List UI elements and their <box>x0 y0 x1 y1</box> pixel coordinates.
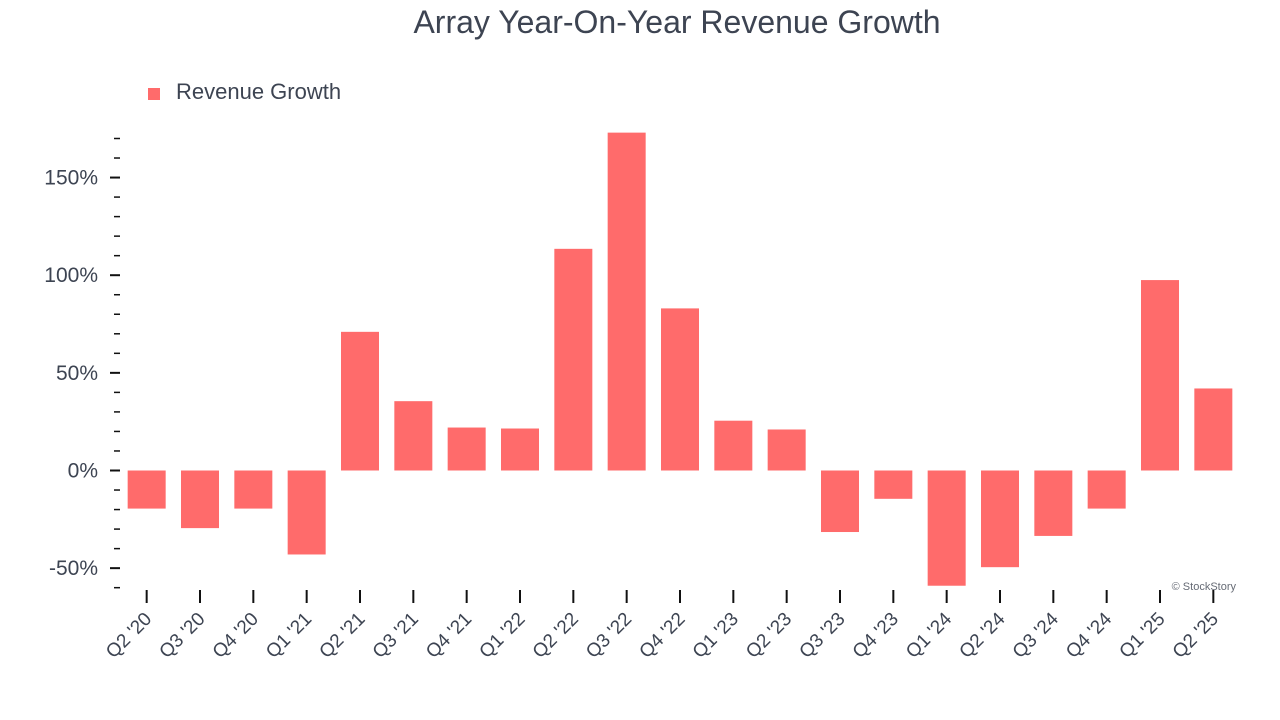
bar <box>607 132 646 471</box>
chart-title: Array Year-On-Year Revenue Growth <box>413 4 940 40</box>
bar <box>181 470 219 529</box>
x-tick-label: Q4 '20 <box>209 609 263 663</box>
x-tick-label: Q4 '22 <box>636 609 690 663</box>
bar <box>1034 470 1073 536</box>
x-tick-label: Q3 '22 <box>582 609 636 663</box>
y-tick-label: 100% <box>44 264 98 287</box>
x-tick-label: Q1 '21 <box>262 609 316 663</box>
x-tick-label: Q3 '23 <box>796 609 850 663</box>
x-tick-label: Q2 '22 <box>529 609 583 663</box>
x-tick-label: Q2 '20 <box>102 609 156 663</box>
bar <box>927 470 966 586</box>
y-tick-label: -50% <box>49 557 98 580</box>
x-tick-label: Q1 '25 <box>1116 609 1170 663</box>
bar <box>1087 470 1126 509</box>
bar <box>234 470 273 509</box>
legend-label: Revenue Growth <box>176 79 341 104</box>
x-tick-label: Q3 '21 <box>369 609 423 663</box>
bar <box>1141 280 1179 471</box>
x-tick-label: Q2 '23 <box>742 609 796 663</box>
bar <box>394 401 433 471</box>
x-axis: Q2 '20 Q3 '20 Q4 '20 Q1 '21 Q2 '21 Q3 '21 Q4 '… <box>102 590 1223 663</box>
bar <box>501 428 539 471</box>
y-axis: -50% 0% 50% 100% 150% <box>44 137 120 589</box>
bar <box>874 470 913 499</box>
bar <box>821 470 859 533</box>
y-tick-label: 50% <box>56 362 98 385</box>
legend-swatch <box>148 88 160 100</box>
watermark: © StockStory <box>1172 581 1237 593</box>
bar <box>767 429 806 471</box>
x-tick-label: Q1 '22 <box>476 609 530 663</box>
bars <box>127 132 1233 586</box>
y-tick-label: 0% <box>68 460 98 483</box>
x-tick-label: Q2 '24 <box>956 608 1010 662</box>
x-tick-label: Q4 '24 <box>1062 608 1116 662</box>
x-tick-label: Q2 '25 <box>1169 609 1223 663</box>
bar <box>661 308 699 471</box>
x-tick-label: Q4 '21 <box>422 609 476 663</box>
x-tick-label: Q2 '21 <box>316 609 370 663</box>
x-tick-label: Q3 '20 <box>156 609 210 663</box>
bar <box>127 470 166 509</box>
bar <box>714 420 753 471</box>
x-tick-label: Q1 '24 <box>902 608 956 662</box>
legend: Revenue Growth <box>148 79 341 104</box>
bar <box>447 427 486 471</box>
x-tick-label: Q4 '23 <box>849 609 903 663</box>
bar <box>287 470 326 555</box>
bar <box>341 331 379 471</box>
bar <box>1194 388 1233 471</box>
x-tick-label: Q3 '24 <box>1009 608 1063 662</box>
bar <box>981 470 1019 568</box>
x-tick-label: Q1 '23 <box>689 609 743 663</box>
y-tick-label: 150% <box>44 167 98 190</box>
bar <box>554 248 593 471</box>
